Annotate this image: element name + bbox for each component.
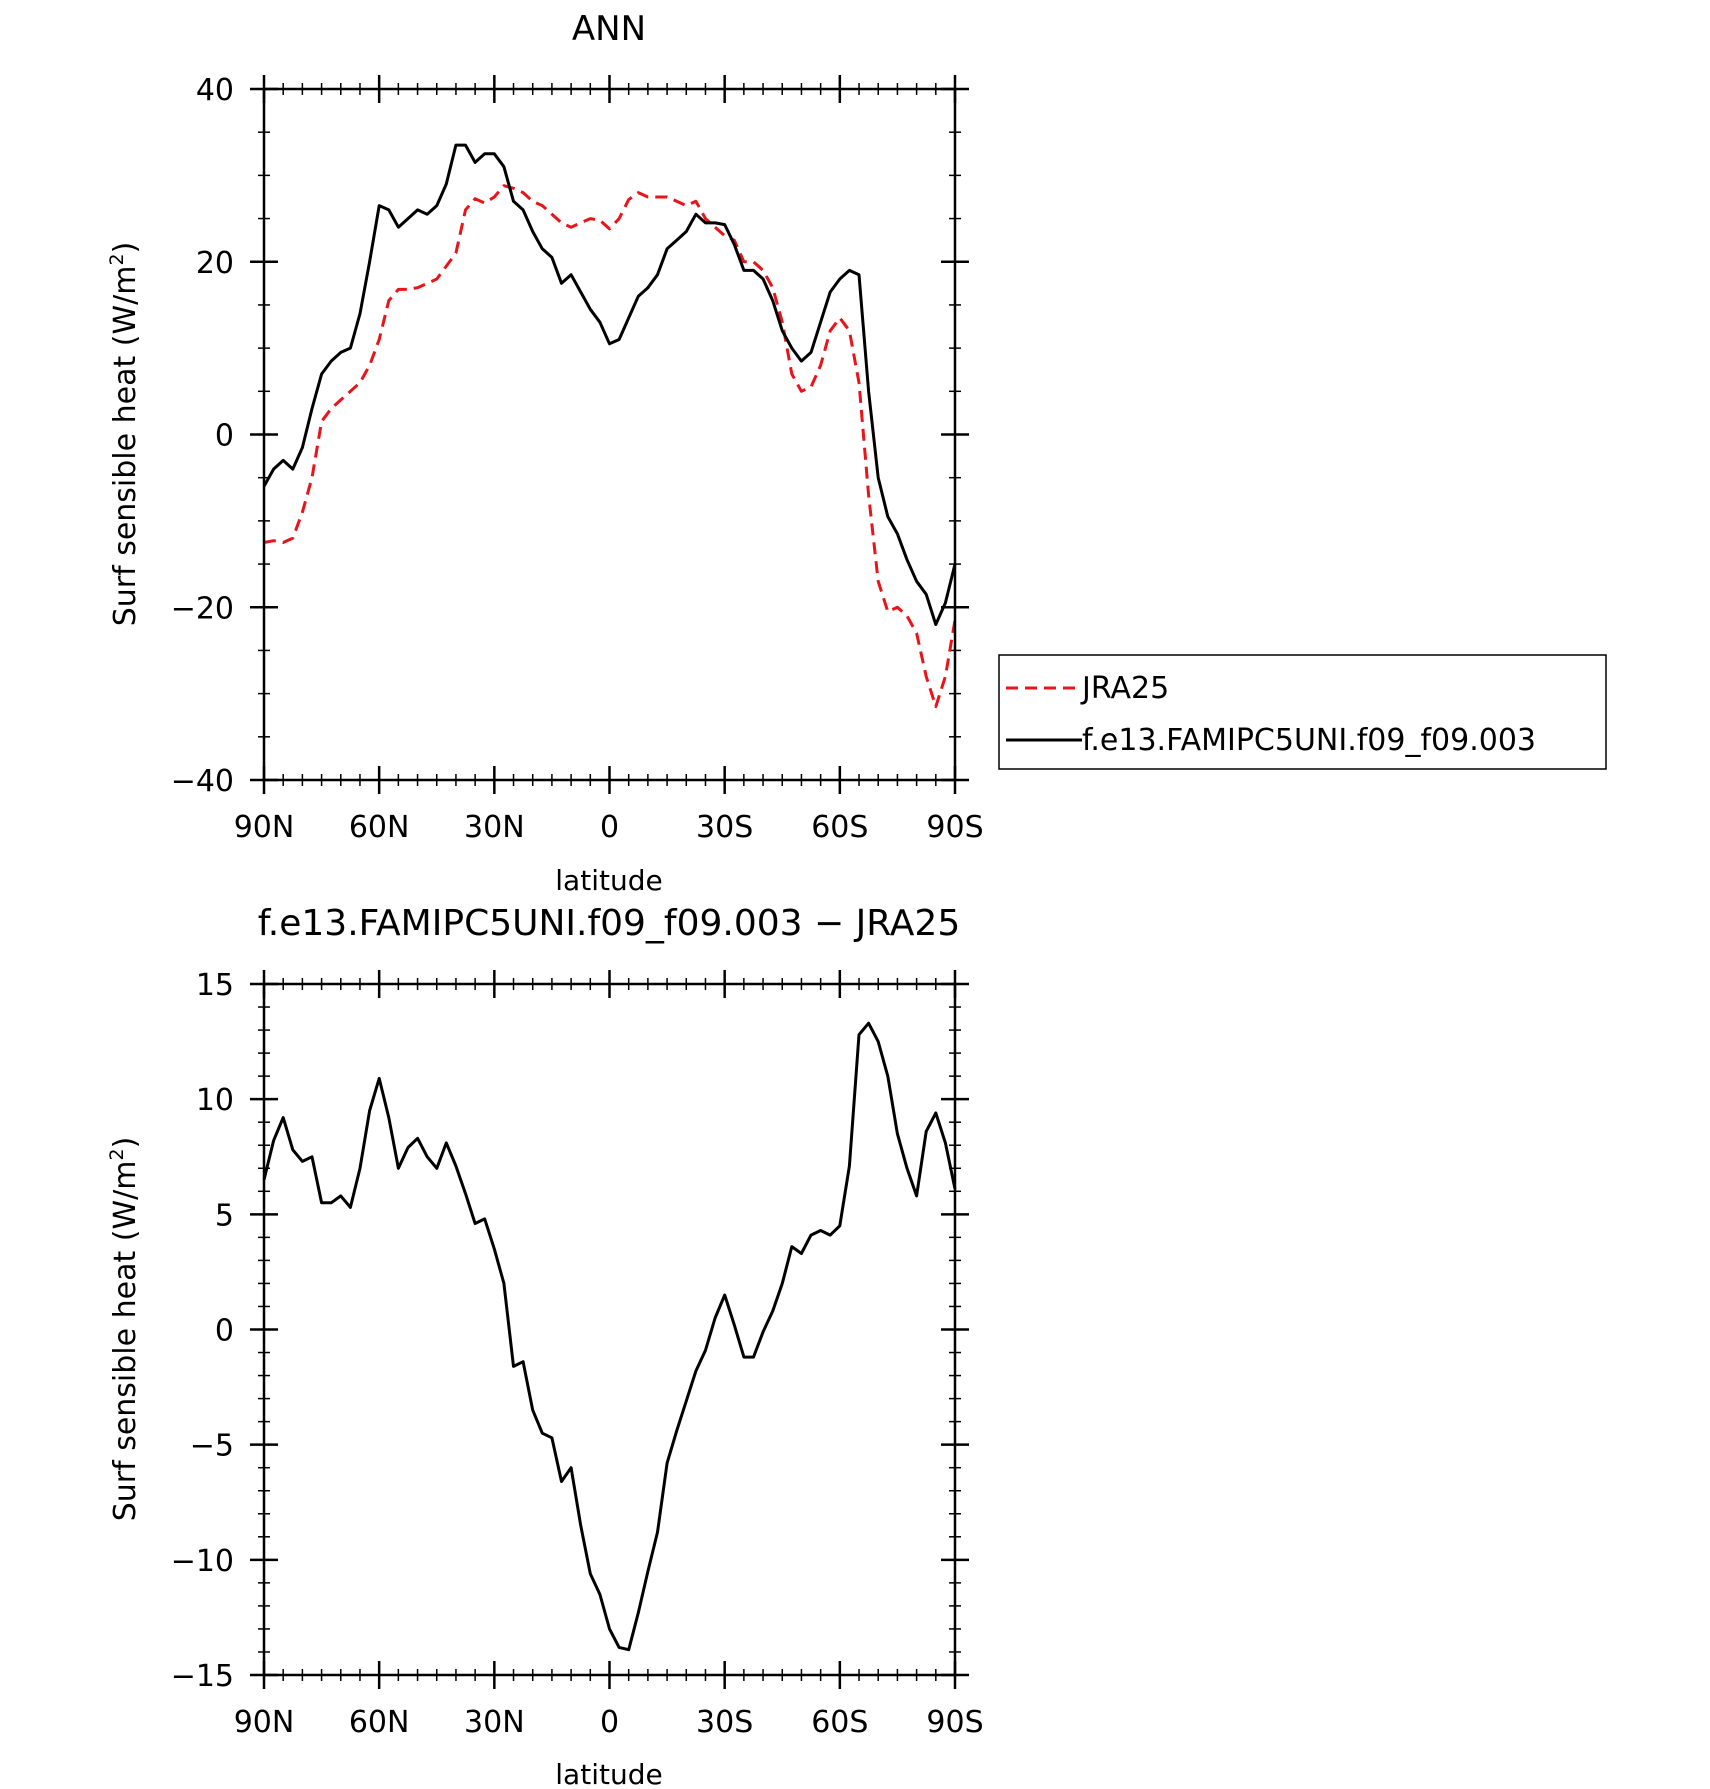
y-tick-label: −40 [171,764,234,799]
y-tick-label: 0 [215,1314,234,1349]
x-tick-label: 90S [926,810,983,845]
bottom-chart-title: f.e13.FAMIPC5UNI.f09_f09.003 − JRA25 [258,903,960,944]
top-chart: ANN 40 20 0 −20 −40 90N 60N 30N 0 30S 60S 90S lati… [106,9,984,897]
x-tick-label: 0 [600,1705,619,1740]
y-tick-label: 15 [196,968,234,1003]
bottom-chart-plot-frame [262,982,957,1677]
legend-label-model: f.e13.FAMIPC5UNI.f09_f09.003 [1082,723,1536,758]
x-tick-label: 60N [349,1705,410,1740]
x-tick-label: 90N [234,1705,295,1740]
top-chart-y-axis-label-sup: 2 [106,253,128,265]
top-chart-x-tick-labels: 90N 60N 30N 0 30S 60S 90S [234,810,984,845]
x-tick-label: 30S [696,1705,753,1740]
bottom-chart-y-tick-labels: 15 10 5 0 −5 −10 −15 [171,968,234,1694]
x-tick-label: 60S [811,1705,868,1740]
top-chart-y-axis-label-close: ) [108,242,143,254]
y-tick-label: 40 [196,73,234,108]
bottom-chart-series [262,1021,957,1652]
bottom-chart-x-tick-labels: 90N 60N 30N 0 30S 60S 90S [234,1705,984,1740]
top-chart-x-axis-label: latitude [555,864,662,897]
x-tick-label: 90N [234,810,295,845]
top-chart-gridless-ticks [250,75,969,794]
x-tick-label: 60S [811,810,868,845]
bottom-chart-x-axis-label: latitude [555,1758,662,1789]
bottom-chart-gridless-ticks [250,970,969,1689]
y-tick-label: 20 [196,246,234,281]
x-tick-label: 30N [464,1705,525,1740]
y-tick-label: 5 [215,1198,234,1233]
y-tick-label: −10 [171,1544,234,1579]
series-line-model [262,143,957,626]
top-chart-title: ANN [572,9,646,49]
series-line-jra25 [263,184,957,709]
x-tick-label: 30S [696,810,753,845]
series-line-difference [262,1021,957,1652]
bottom-chart: f.e13.FAMIPC5UNI.f09_f09.003 − JRA25 151… [106,903,984,1789]
x-tick-label: 30N [464,810,525,845]
bottom-chart-y-axis-label-main: Surf sensible heat (W/m [108,1161,143,1522]
bottom-chart-y-axis-label: Surf sensible heat (W/m2) [106,1137,143,1522]
x-tick-label: 60N [349,810,410,845]
y-tick-label: 10 [196,1083,234,1118]
y-tick-label: −5 [190,1429,234,1464]
top-chart-y-tick-labels: 40 20 0 −20 −40 [171,73,234,799]
y-tick-label: −20 [171,591,234,626]
bottom-chart-y-axis-label-close: ) [108,1137,143,1149]
top-chart-series [262,143,957,709]
legend-label-jra25: JRA25 [1080,671,1169,706]
x-tick-label: 90S [926,1705,983,1740]
legend-box [998,654,1607,770]
x-tick-label: 0 [600,810,619,845]
y-tick-label: 0 [215,419,234,454]
y-tick-label: −15 [171,1659,234,1694]
top-chart-y-axis-label-main: Surf sensible heat (W/m [108,266,143,627]
legend: JRA25 f.e13.FAMIPC5UNI.f09_f09.003 [998,654,1607,770]
bottom-chart-y-axis-label-sup: 2 [106,1148,128,1160]
top-chart-plot-frame [262,87,957,782]
top-chart-y-axis-label: Surf sensible heat (W/m2) [106,242,143,627]
